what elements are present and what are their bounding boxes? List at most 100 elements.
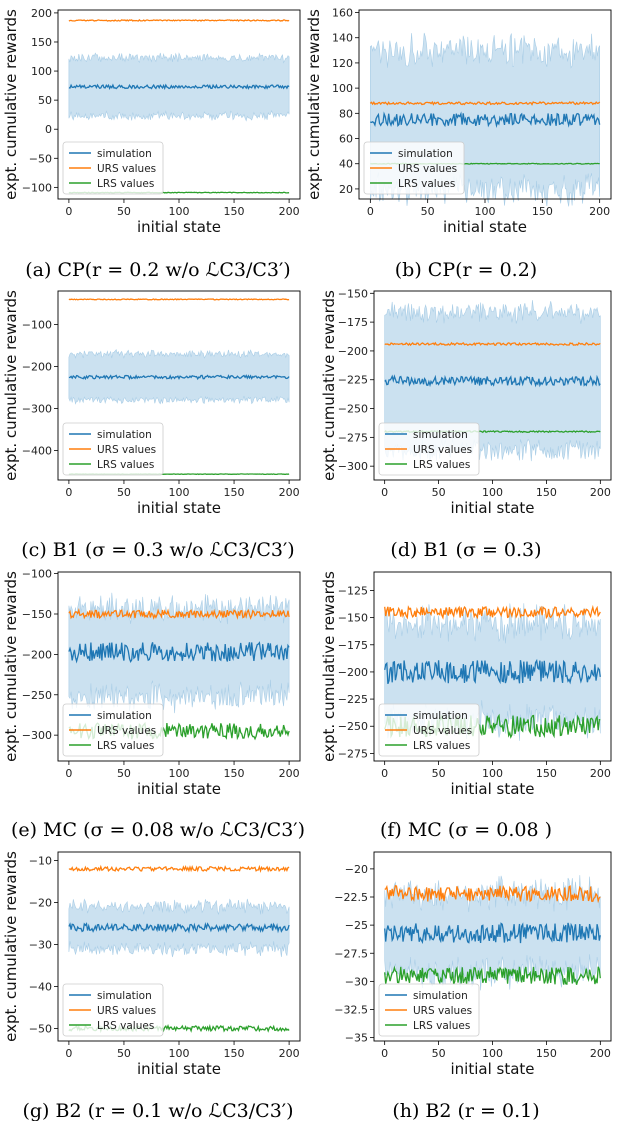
simulation-band (68, 592, 290, 714)
x-tick-label: 150 (224, 205, 245, 218)
x-tick-label: 50 (117, 767, 131, 780)
y-tick-label: −200 (22, 361, 52, 374)
y-tick-label: −20 (345, 863, 368, 876)
series-line-urs-values (68, 298, 290, 301)
x-tick-label: 100 (169, 1047, 190, 1060)
legend-entry: LRS values (398, 178, 455, 190)
subfigure-caption: (h) B2 (r = 0.1) (392, 1100, 539, 1121)
legend-entry: URS values (413, 444, 472, 456)
chart-5: 0 50 100 150 200 −275 −250 −225 −200 −175 −150 −125… (320, 571, 612, 841)
x-tick-label: 50 (117, 486, 131, 499)
legend-entry: simulation (97, 990, 152, 1002)
legend-entry: LRS values (413, 740, 470, 752)
legend-entry: LRS values (97, 1020, 154, 1032)
legend (62, 141, 164, 195)
series-line-simulation (68, 641, 290, 664)
legend (62, 422, 164, 476)
x-tick-label: 100 (169, 486, 190, 499)
y-tick-label: 100 (332, 82, 353, 95)
y-tick-label: −250 (338, 720, 368, 733)
y-axis-label: expt. cumulative rewards (2, 290, 20, 481)
series-line-urs-values (384, 604, 601, 620)
series-line-simulation (68, 374, 290, 381)
x-tick-label: 200 (589, 205, 610, 218)
x-axis-label: initial state (137, 780, 221, 798)
series-line-lrs-values (384, 965, 601, 985)
y-tick-label: −100 (22, 319, 52, 332)
y-tick-label: −50 (29, 1022, 52, 1035)
series-line-urs-values (68, 608, 290, 620)
x-tick-label: 100 (482, 486, 503, 499)
series-line-simulation (68, 921, 290, 934)
y-tick-label: 140 (332, 32, 353, 45)
y-tick-label: −25 (345, 919, 368, 932)
y-tick-label: −250 (22, 689, 52, 702)
chart-1: 0 50 100 150 200 20 40 60 80 100 120 140 160 initial … (305, 7, 612, 281)
legend (378, 703, 480, 757)
legend (378, 422, 480, 476)
x-tick-label: 150 (532, 205, 553, 218)
y-tick-label: −150 (22, 608, 52, 621)
legend-entry: URS values (97, 163, 156, 175)
x-axis-label: initial state (443, 218, 527, 236)
simulation-band (68, 348, 290, 405)
legend-entry: LRS values (97, 459, 154, 471)
series-line-urs-values (369, 100, 601, 106)
x-axis-label: initial state (137, 218, 221, 236)
y-tick-label: −32.5 (334, 1004, 368, 1017)
y-tick-label: −40 (29, 980, 52, 993)
y-axis-label: expt. cumulative rewards (320, 571, 338, 762)
chart-2: 0 50 100 150 200 −400 −300 −200 −100 initial stat… (2, 290, 301, 561)
x-tick-label: 100 (482, 767, 503, 780)
legend (378, 983, 480, 1037)
chart-0: 0 50 100 150 200 −100 −50 0 50 100 150 200 initial s… (2, 7, 301, 281)
x-tick-label: 0 (65, 1047, 72, 1060)
legend-entry: simulation (413, 990, 468, 1002)
x-tick-label: 100 (475, 205, 496, 218)
y-tick-label: −22.5 (334, 891, 368, 904)
y-axis-label: expt. cumulative rewards (2, 9, 20, 200)
x-tick-label: 0 (381, 486, 388, 499)
y-axis-label: expt. cumulative rewards (2, 851, 20, 1042)
x-tick-label: 200 (590, 1047, 611, 1060)
x-tick-label: 50 (117, 205, 131, 218)
y-tick-label: −30 (345, 975, 368, 988)
x-tick-label: 150 (536, 486, 557, 499)
series-line-urs-values (384, 884, 601, 904)
y-tick-label: −50 (29, 152, 52, 165)
legend-entry: simulation (413, 710, 468, 722)
legend-entry: URS values (413, 725, 472, 737)
y-tick-label: 60 (339, 133, 353, 146)
y-tick-label: −225 (338, 693, 368, 706)
x-tick-label: 0 (65, 486, 72, 499)
x-tick-label: 50 (432, 1047, 446, 1060)
legend-entry: LRS values (97, 740, 154, 752)
subfigure-caption: (e) MC (σ = 0.08 w/o ℒC3/C3′) (11, 819, 305, 841)
y-tick-label: 80 (339, 107, 353, 120)
x-tick-label: 150 (536, 767, 557, 780)
legend-entry: URS values (97, 444, 156, 456)
x-tick-label: 200 (279, 1047, 300, 1060)
x-tick-label: 150 (536, 1047, 557, 1060)
y-tick-label: −275 (338, 747, 368, 760)
series-line-simulation (384, 922, 601, 945)
x-tick-label: 50 (432, 486, 446, 499)
y-tick-label: −175 (338, 639, 368, 652)
x-tick-label: 200 (279, 767, 300, 780)
series-line-simulation (384, 374, 601, 388)
x-axis-label: initial state (137, 1060, 221, 1078)
subfigure-caption: (b) CP(r = 0.2) (395, 259, 537, 281)
y-tick-label: −35 (345, 1032, 368, 1045)
y-tick-label: −175 (338, 316, 368, 329)
x-tick-label: 150 (224, 1047, 245, 1060)
subfigure-caption: (c) B1 (σ = 0.3 w/o ℒC3/C3′) (21, 539, 294, 561)
y-tick-label: −200 (22, 648, 52, 661)
y-tick-label: −300 (22, 729, 52, 742)
chart-4: 0 50 100 150 200 −300 −250 −200 −150 −100 initial … (2, 568, 305, 841)
subfigure-caption: (a) CP(r = 0.2 w/o ℒC3/C3′) (25, 259, 290, 281)
legend-entry: simulation (97, 710, 152, 722)
x-tick-label: 100 (169, 767, 190, 780)
chart-7: 0 50 100 150 200 −35 −32.5 −30 −27.5 −25 −22.5 −20 i… (334, 851, 612, 1121)
series-line-urs-values (68, 19, 290, 22)
